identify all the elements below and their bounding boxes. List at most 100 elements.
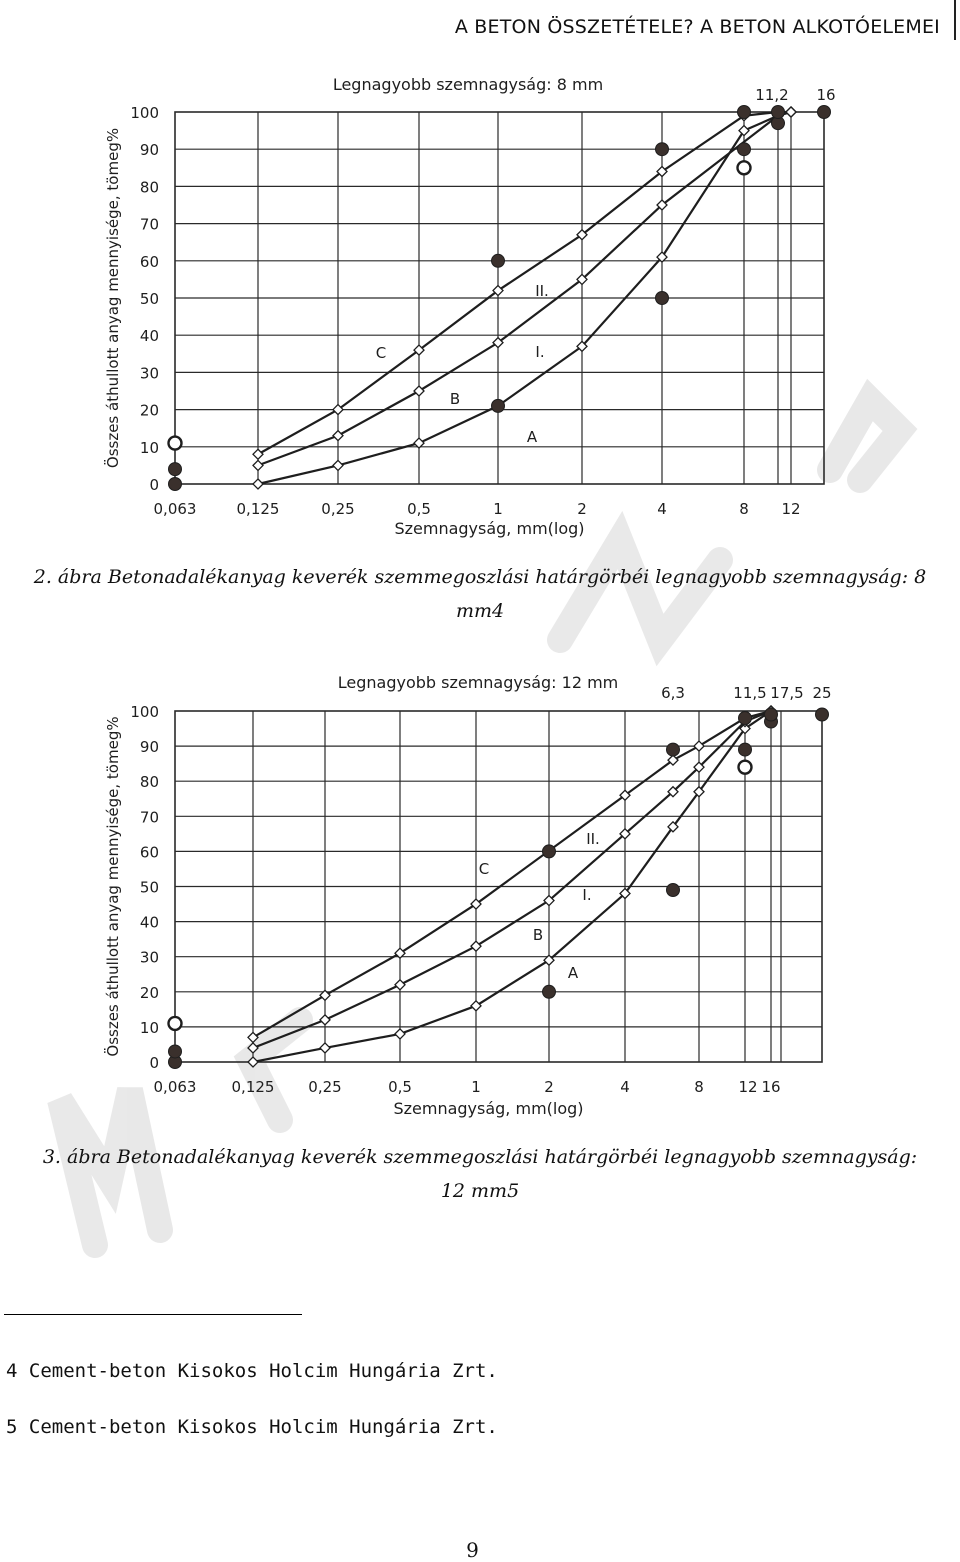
series-point-B: [492, 336, 504, 349]
series-point-C: [470, 898, 482, 910]
series-point-B: [693, 761, 705, 774]
y-tick-label: 40: [140, 914, 159, 932]
x-tick-label: 4: [620, 1078, 630, 1096]
series-point-A: [332, 459, 344, 472]
limit-point-filled: [491, 253, 505, 268]
curve-label: A: [568, 964, 579, 982]
running-header: A BETON ÖSSZETÉTELE? A BETON ALKOTÓELEME…: [454, 16, 940, 38]
figure-3-caption-line1: 3. ábra Betonadalékanyag keverék szemmeg…: [42, 1146, 918, 1168]
limit-point-filled: [655, 142, 669, 157]
y-tick-label: 70: [140, 808, 159, 826]
series-point-B: [394, 978, 406, 991]
y-axis-title: Összes áthullott anyag mennyisége, tömeg…: [103, 716, 122, 1056]
series-point-A: [413, 437, 425, 449]
x-top-label: 16: [816, 86, 835, 104]
series-point-A: [619, 887, 631, 900]
curve-label: A: [527, 428, 538, 446]
x-axis-title: Szemnagyság, mm(log): [393, 1099, 583, 1118]
x-tick-label: 0,5: [407, 500, 431, 518]
series-point-A: [394, 1028, 406, 1040]
series-point-C: [619, 789, 631, 802]
series-point-A: [576, 340, 588, 353]
series-point-B: [667, 785, 679, 798]
series-point-A: [739, 722, 751, 735]
series-point-A: [247, 1056, 259, 1068]
footnote-5: 5 Cement-beton Kisokos Holcim Hungária Z…: [6, 1416, 498, 1438]
limit-point-filled: [666, 883, 680, 898]
page-number: 9: [466, 1538, 479, 1562]
x-top-label: 11,5: [733, 684, 766, 702]
series-point-B: [413, 385, 425, 397]
x-tick-label: 0,125: [232, 1078, 275, 1096]
series-point-C: [667, 754, 679, 767]
y-tick-label: 0: [149, 476, 159, 494]
x-tick-label: 16: [761, 1078, 780, 1096]
header-rule: [954, 0, 956, 40]
limit-point-filled: [738, 711, 752, 726]
x-tick-label: 0,063: [154, 500, 197, 518]
series-point-C: [785, 106, 797, 118]
series-point-A: [656, 251, 668, 263]
series-point-B: [252, 459, 264, 472]
footnote-rule: [4, 1314, 302, 1315]
y-tick-label: 30: [140, 364, 159, 382]
curve-label: II.: [535, 282, 549, 300]
x-tick-label: 0,25: [308, 1078, 341, 1096]
limit-point-filled: [168, 462, 182, 477]
x-tick-label: 0,063: [154, 1078, 197, 1096]
series-point-B: [656, 199, 668, 211]
limit-point-filled: [764, 707, 778, 722]
limit-point-filled: [815, 707, 829, 722]
x-tick-label: 1: [493, 500, 503, 518]
y-tick-label: 90: [140, 738, 159, 756]
series-point-A: [252, 478, 264, 490]
series-point-B: [619, 827, 631, 840]
limit-point-filled: [542, 984, 556, 999]
curve-label: C: [376, 344, 386, 362]
figure-2-caption: 2. ábra Betonadalékanyag keverék szemmeg…: [0, 560, 960, 628]
series-point-C: [576, 228, 588, 241]
series-point-C: [693, 740, 705, 753]
series-point-A: [470, 999, 482, 1012]
series-point-C: [319, 989, 331, 1002]
y-tick-label: 50: [140, 290, 159, 308]
y-axis-title: Összes áthullott anyag mennyisége, tömeg…: [103, 128, 122, 468]
x-tick-label: 0,125: [237, 500, 280, 518]
series-line-B: [252, 709, 772, 1049]
x-tick-label: 12: [781, 500, 800, 518]
series-point-B: [247, 1042, 259, 1054]
x-tick-label: 2: [577, 500, 587, 518]
y-tick-label: 100: [130, 104, 159, 122]
grading-chart-8mm: 0 10 20 30 40 50 60 70 80 90 100 0,063 0,125 0,25 0,5 1…: [103, 75, 836, 538]
y-tick-label: 0: [149, 1054, 159, 1072]
limit-point-filled: [738, 742, 752, 757]
curve-label: II.: [586, 830, 600, 848]
limit-point-filled: [737, 142, 751, 157]
series-line-C: [252, 709, 772, 1039]
y-tick-label: 90: [140, 141, 159, 159]
series-line-B: [257, 110, 792, 467]
series-point-B: [319, 1013, 331, 1026]
y-tick-label: 100: [130, 703, 159, 721]
series-point-A: [667, 820, 679, 833]
limit-point-filled: [655, 291, 669, 305]
x-top-label: 11,2: [755, 86, 788, 104]
limit-point-filled: [737, 105, 751, 119]
x-top-label: 25: [812, 684, 831, 702]
curve-label: B: [450, 390, 460, 408]
series-point-C: [394, 947, 406, 960]
limit-point-filled: [168, 477, 182, 491]
limit-point-open: [736, 160, 752, 176]
x-tick-label: 0,25: [321, 500, 354, 518]
y-tick-label: 10: [140, 439, 159, 457]
series-point-C: [656, 165, 668, 178]
figure-2-caption-line1: 2. ábra Betonadalékanyag keverék szemmeg…: [33, 566, 927, 588]
x-tick-label: 8: [739, 500, 749, 518]
figure-3-caption-line2: 12 mm5: [440, 1180, 520, 1202]
x-top-label: 6,3: [661, 684, 685, 702]
y-tick-label: 20: [140, 984, 159, 1002]
y-tick-label: 40: [140, 327, 159, 345]
limit-point-filled: [666, 742, 680, 757]
series-point-C: [332, 403, 344, 416]
curve-label: B: [533, 926, 543, 944]
